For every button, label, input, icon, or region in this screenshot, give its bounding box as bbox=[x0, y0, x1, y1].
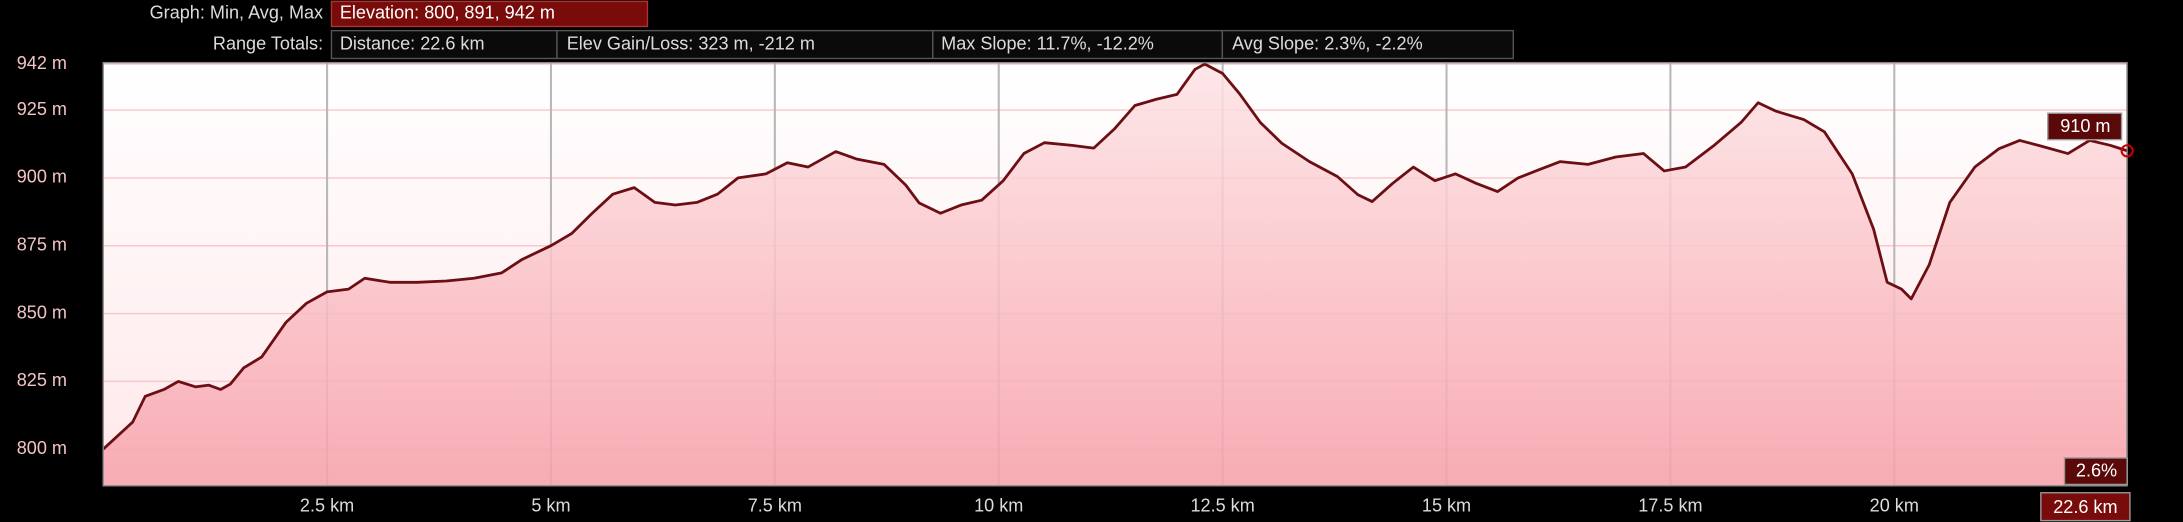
cursor-point bbox=[2120, 144, 2134, 158]
max-slope-box bbox=[932, 29, 1224, 60]
y-tick-label: 850 m bbox=[17, 302, 67, 322]
cursor-x-label: 22.6 km bbox=[2053, 497, 2117, 517]
x-tick-label: 17.5 km bbox=[1638, 495, 1702, 515]
graph-label: Graph: Min, Avg, Max bbox=[150, 3, 323, 23]
elev-gain-loss: Elev Gain/Loss: 323 m, -212 m bbox=[567, 33, 815, 53]
elevation-area bbox=[103, 64, 2128, 486]
cursor-x-box bbox=[2040, 492, 2131, 522]
x-tick-label: 10 km bbox=[974, 495, 1023, 515]
slope-box bbox=[2063, 457, 2128, 486]
elevation-summary: Elevation: 800, 891, 942 m bbox=[340, 3, 555, 23]
distance-box bbox=[330, 29, 558, 60]
x-tick-label: 2.5 km bbox=[300, 495, 354, 515]
distance: Distance: 22.6 km bbox=[340, 33, 485, 53]
x-tick-label: 15 km bbox=[1422, 495, 1471, 515]
y-tick-label: 925 m bbox=[17, 99, 67, 119]
range-label: Range Totals: bbox=[213, 33, 323, 53]
avg-slope: Avg Slope: 2.3%, -2.2% bbox=[1232, 33, 1423, 53]
max-slope: Max Slope: 11.7%, -12.2% bbox=[941, 33, 1154, 53]
cursor-y-box bbox=[2047, 112, 2123, 141]
cursor-y-label: 910 m bbox=[2060, 116, 2110, 136]
x-tick-label: 5 km bbox=[531, 495, 570, 515]
x-tick-label: 7.5 km bbox=[748, 495, 802, 515]
elevation-box bbox=[330, 0, 649, 28]
y-tick-label: 825 m bbox=[17, 370, 67, 390]
elevation-line bbox=[102, 62, 2128, 451]
y-tick-label: 800 m bbox=[17, 438, 67, 458]
x-tick-label: 12.5 km bbox=[1190, 495, 1254, 515]
slope-label: 2.6% bbox=[2076, 461, 2117, 481]
gain-box bbox=[556, 29, 934, 60]
y-tick-label: 942 m bbox=[17, 53, 67, 73]
y-tick-label: 875 m bbox=[17, 235, 67, 255]
labels: 800 m 825 m 850 m 875 m 900 m 925 m 942 m 2.5 k… bbox=[17, 53, 2131, 522]
y-tick-label: 900 m bbox=[17, 167, 67, 187]
avg-slope-box bbox=[1221, 29, 1514, 60]
x-tick-label: 20 km bbox=[1870, 495, 1919, 515]
marks bbox=[102, 61, 2134, 487]
